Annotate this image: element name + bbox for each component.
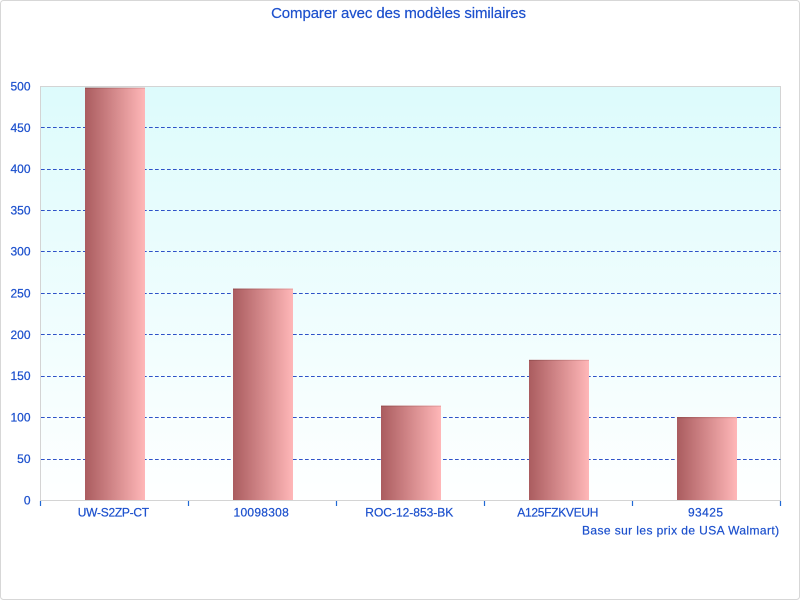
svg-text:300: 300 [10, 245, 30, 259]
svg-text:150: 150 [10, 369, 30, 383]
svg-text:100: 100 [10, 411, 30, 425]
svg-text:400: 400 [10, 162, 30, 176]
svg-text:450: 450 [10, 121, 30, 135]
svg-text:ROC-12-853-BK: ROC-12-853-BK [365, 506, 453, 520]
svg-text:350: 350 [10, 204, 30, 218]
svg-text:Base sur les prix de USA Walma: Base sur les prix de USA Walmart) [582, 524, 779, 538]
svg-text:A125FZKVEUH: A125FZKVEUH [517, 506, 598, 520]
svg-text:0: 0 [24, 493, 31, 507]
svg-text:500: 500 [10, 79, 30, 93]
svg-text:93425: 93425 [688, 506, 723, 520]
svg-text:50: 50 [17, 452, 31, 466]
svg-text:10098308: 10098308 [234, 506, 290, 520]
svg-text:UW-S2ZP-CT: UW-S2ZP-CT [78, 506, 150, 520]
svg-text:200: 200 [10, 328, 30, 342]
svg-text:250: 250 [10, 286, 30, 300]
svg-text:Comparer avec des modèles simi: Comparer avec des modèles similaires [271, 5, 526, 22]
